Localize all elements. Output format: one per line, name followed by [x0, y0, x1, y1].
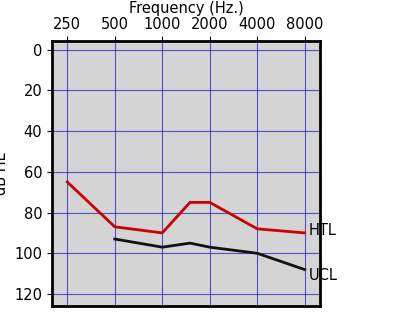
X-axis label: Frequency (Hz.): Frequency (Hz.) [129, 1, 243, 16]
Text: UCL: UCL [309, 268, 338, 283]
Text: HTL: HTL [309, 223, 337, 238]
Y-axis label: dB HL: dB HL [0, 152, 9, 195]
